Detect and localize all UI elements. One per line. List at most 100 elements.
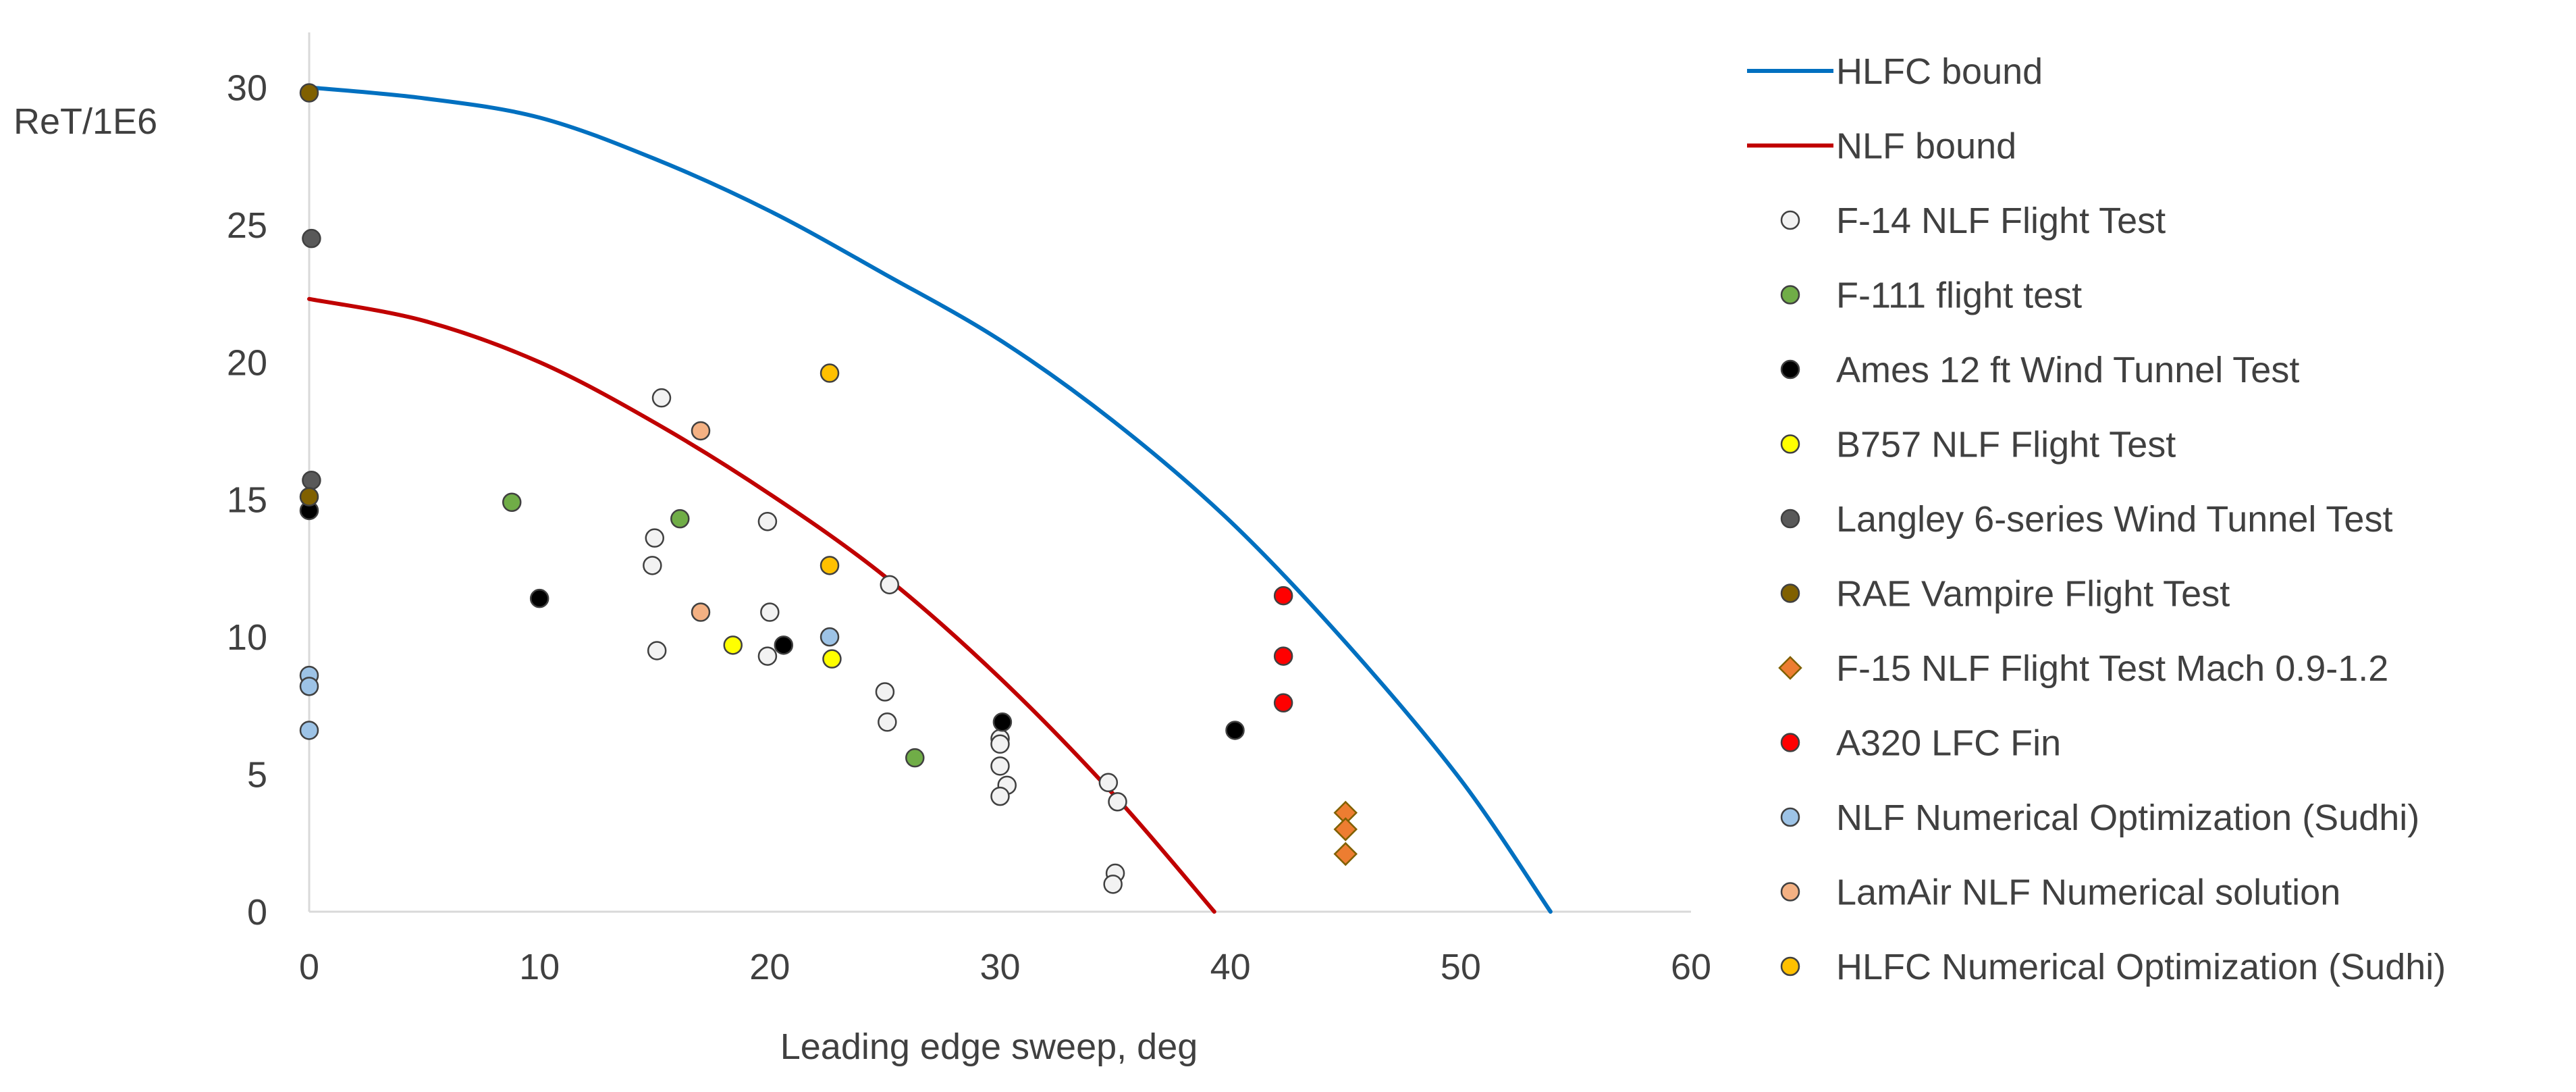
a320-lfc-fin-point xyxy=(1273,646,1293,666)
legend-label: Ames 12 ft Wind Tunnel Test xyxy=(1836,350,2299,390)
langley-6-series-wind-tunnel-test-point xyxy=(302,228,321,249)
b757-nlf-flight-test-point xyxy=(822,649,842,669)
y-tick-label: 30 xyxy=(227,68,267,108)
legend-item: F-111 flight test xyxy=(1780,276,2082,316)
f-111-flight-test-point xyxy=(670,509,690,529)
f-14-nlf-flight-test-point xyxy=(643,556,662,575)
ames-12-ft-wind-tunnel-test-point xyxy=(529,588,549,608)
x-tick-label: 30 xyxy=(980,947,1020,987)
legend-label: F-111 flight test xyxy=(1836,276,2082,316)
y-tick-label: 15 xyxy=(227,480,267,521)
legend-item: LamAir NLF Numerical solution xyxy=(1780,873,2340,913)
x-tick-label: 50 xyxy=(1441,947,1481,987)
x-tick-label: 10 xyxy=(519,947,560,987)
f-14-nlf-flight-test-point xyxy=(990,786,1010,806)
f-14-nlf-flight-test-point xyxy=(757,511,778,531)
x-tick-label: 0 xyxy=(299,947,319,987)
legend-item: Langley 6-series Wind Tunnel Test xyxy=(1780,499,2392,540)
f-14-nlf-flight-test-point xyxy=(757,646,778,666)
rae-vampire-flight-test-point xyxy=(299,487,319,506)
ames-12-ft-wind-tunnel-test-point xyxy=(1225,721,1245,740)
series-lines xyxy=(307,85,1553,914)
ames-12-ft-wind-tunnel-test-point xyxy=(992,712,1013,732)
f-111-flight-test-point xyxy=(905,748,925,768)
legend-swatch-marker xyxy=(1780,956,1800,977)
legend-label: HLFC bound xyxy=(1836,51,2043,92)
y-tick-label: 0 xyxy=(247,892,267,933)
lamair-nlf-numerical-solution-point xyxy=(691,602,711,622)
rae-vampire-flight-test-point xyxy=(299,83,319,103)
legend-item: B757 NLF Flight Test xyxy=(1780,425,2176,465)
a320-lfc-fin-point xyxy=(1273,586,1293,606)
a320-lfc-fin-point xyxy=(1273,693,1293,713)
f-14-nlf-flight-test-point xyxy=(1108,792,1127,812)
y-tick-label: 5 xyxy=(247,755,267,796)
nlf-numerical-optimization-sudhi-point xyxy=(820,627,840,647)
plot-area: 0 5 10 15 20 25 30 0 10 20 30 40 50 60 xyxy=(227,32,1711,987)
legend-item: HLFC Numerical Optimization (Sudhi) xyxy=(1780,947,2446,987)
f-14-nlf-flight-test-point xyxy=(760,602,780,622)
legend-label: A320 LFC Fin xyxy=(1836,723,2061,764)
legend-label: NLF bound xyxy=(1836,126,2016,167)
legend-item: A320 LFC Fin xyxy=(1780,723,2061,764)
legend-item: NLF Numerical Optimization (Sudhi) xyxy=(1780,798,2419,838)
legend-item: Ames 12 ft Wind Tunnel Test xyxy=(1780,350,2299,390)
series-points xyxy=(299,83,1358,894)
legend-swatch-marker xyxy=(1780,807,1800,827)
nlf-numerical-optimization-sudhi-point xyxy=(299,677,319,696)
legend-item: HLFC bound xyxy=(1747,51,2043,92)
legend-item: F-14 NLF Flight Test xyxy=(1780,201,2166,241)
f-15-nlf-flight-test-mach-0-9-1-2-point xyxy=(1333,841,1358,866)
f-14-nlf-flight-test-point xyxy=(1103,875,1123,894)
y-tick-label: 10 xyxy=(227,617,267,658)
legend-label: Langley 6-series Wind Tunnel Test xyxy=(1836,499,2392,540)
x-axis-title: Leading edge sweep, deg xyxy=(780,1026,1198,1067)
legend-swatch-marker xyxy=(1780,210,1800,230)
legend-label: F-15 NLF Flight Test Mach 0.9-1.2 xyxy=(1836,648,2388,689)
f-14-nlf-flight-test-point xyxy=(990,734,1010,754)
legend-label: B757 NLF Flight Test xyxy=(1836,425,2176,465)
x-axis-ticks: 0 10 20 30 40 50 60 xyxy=(299,947,1711,987)
x-tick-label: 20 xyxy=(749,947,790,987)
hlfc-bound-line xyxy=(307,85,1553,914)
y-tick-label: 20 xyxy=(227,342,267,383)
f-14-nlf-flight-test-point xyxy=(990,756,1010,776)
legend-item: NLF bound xyxy=(1747,126,2016,167)
legend-item: F-15 NLF Flight Test Mach 0.9-1.2 xyxy=(1778,648,2388,689)
f-14-nlf-flight-test-point xyxy=(651,388,672,408)
legend-label: NLF Numerical Optimization (Sudhi) xyxy=(1836,798,2419,838)
f-14-nlf-flight-test-point xyxy=(875,682,895,702)
hlfc-numerical-optimization-sudhi-point xyxy=(820,363,840,383)
f-15-nlf-flight-test-mach-0-9-1-2-point xyxy=(1333,817,1358,841)
legend-label: F-14 NLF Flight Test xyxy=(1836,201,2166,241)
legend-swatch-marker xyxy=(1780,733,1800,752)
f-111-flight-test-point xyxy=(502,492,522,513)
f-14-nlf-flight-test-point xyxy=(880,575,899,595)
legend-swatch-marker xyxy=(1778,656,1802,680)
legend-item: RAE Vampire Flight Test xyxy=(1780,574,2230,615)
legend-label: HLFC Numerical Optimization (Sudhi) xyxy=(1836,947,2446,987)
y-tick-label: 25 xyxy=(227,205,267,246)
x-tick-label: 60 xyxy=(1671,947,1711,987)
langley-6-series-wind-tunnel-test-point xyxy=(302,470,321,490)
legend-swatch-marker xyxy=(1780,285,1800,305)
f-14-nlf-flight-test-point xyxy=(1098,773,1119,793)
ames-12-ft-wind-tunnel-test-point xyxy=(774,635,794,655)
legend-label: RAE Vampire Flight Test xyxy=(1836,574,2230,615)
nlf-numerical-optimization-sudhi-point xyxy=(299,721,319,740)
hlfc-numerical-optimization-sudhi-point xyxy=(820,556,840,575)
legend: HLFC bound NLF bound F-14 NLF Flight Test F… xyxy=(1747,51,2446,987)
legend-swatch-marker xyxy=(1780,434,1800,454)
legend-swatch-marker xyxy=(1780,583,1800,603)
legend-swatch-marker xyxy=(1780,509,1800,529)
x-tick-label: 40 xyxy=(1210,947,1251,987)
f-14-nlf-flight-test-point xyxy=(645,528,664,548)
legend-swatch-marker xyxy=(1780,882,1800,902)
nlf-bound-line xyxy=(307,296,1216,914)
legend-label: LamAir NLF Numerical solution xyxy=(1836,873,2340,913)
legend-swatch-marker xyxy=(1780,359,1800,380)
y-axis-ticks: 0 5 10 15 20 25 30 xyxy=(227,68,267,933)
